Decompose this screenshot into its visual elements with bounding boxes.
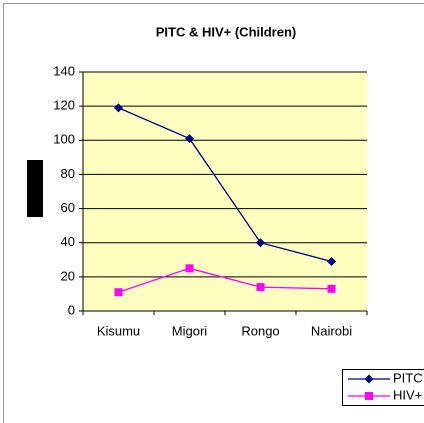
y-tick-label: 120 (53, 98, 75, 113)
y-tick-label: 40 (61, 234, 75, 249)
series-line (118, 107, 332, 263)
legend-label: HIV+ (393, 387, 422, 402)
redacted-axis-label (27, 160, 43, 217)
legend-label: PITC (393, 370, 423, 385)
chart-title: PITC & HIV+ (Children) (156, 24, 296, 39)
marker (256, 283, 265, 292)
marker (256, 238, 265, 248)
marker (185, 134, 194, 144)
x-tick-label: Migori (172, 323, 208, 338)
y-tick-label: 0 (68, 302, 75, 317)
y-tick-label: 60 (61, 200, 75, 215)
marker (114, 288, 123, 297)
x-tick-label: Kisumu (97, 323, 140, 338)
x-tick-label: Nairobi (311, 323, 352, 338)
marker (327, 256, 336, 266)
y-tick-label: 20 (61, 268, 75, 283)
marker (365, 392, 373, 400)
marker (114, 103, 123, 113)
y-tick-label: 80 (61, 166, 75, 181)
y-tick-label: 100 (53, 132, 75, 147)
x-tick-label: Rongo (241, 323, 279, 338)
marker (364, 374, 374, 384)
marker (185, 264, 194, 273)
legend-box (342, 369, 424, 406)
y-tick-label: 140 (53, 63, 75, 78)
series-line (118, 267, 332, 293)
marker (327, 284, 336, 293)
